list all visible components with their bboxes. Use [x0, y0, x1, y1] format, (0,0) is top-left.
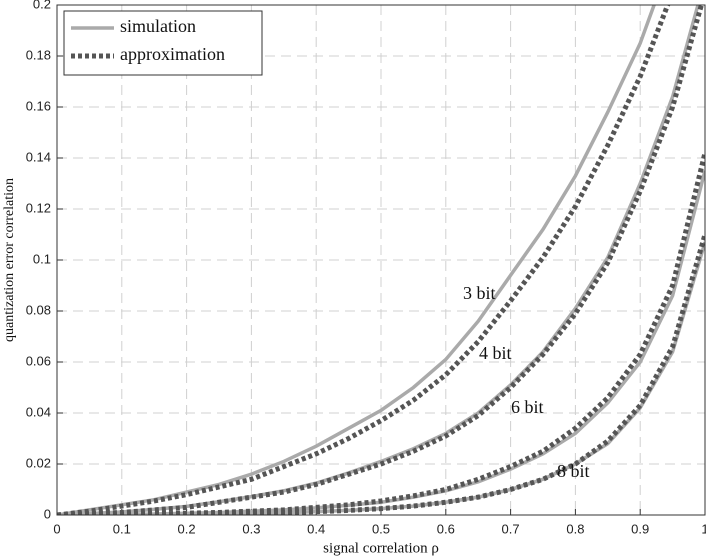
y-tick-label: 0.14	[26, 149, 51, 164]
y-tick-label: 0.2	[33, 0, 51, 11]
y-tick-label: 0.08	[26, 302, 51, 317]
labels: 0 0.1 0.2 0.3 0.4 0.5 0.6 0.7 0.8 0.9 1 0 0.02 0.04 0.…	[26, 0, 706, 536]
curve-label: 6 bit	[511, 397, 544, 417]
x-tick-label: 0.2	[178, 521, 196, 536]
x-tick-label: 0.1	[113, 521, 131, 536]
y-tick-label: 0.04	[26, 404, 51, 419]
legend-box	[63, 10, 263, 76]
x-tick-label: 0.8	[566, 521, 584, 536]
curve-line	[57, 5, 656, 515]
curve-label: 3 bit	[463, 283, 496, 303]
legend-label: simulation	[120, 16, 196, 36]
x-tick-label: 0.9	[631, 521, 649, 536]
x-tick-label: 0.6	[437, 521, 455, 536]
x-tick-label: 0.7	[502, 521, 520, 536]
legend-label: approximation	[120, 44, 225, 64]
y-tick-label: 0.02	[26, 455, 51, 470]
curve-line	[57, 5, 704, 515]
plot-frame	[56, 4, 706, 516]
x-tick-label: 0.5	[372, 521, 390, 536]
y-axis-label: quantization error correlation	[2, 178, 17, 342]
curve-label: 8 bit	[557, 461, 590, 481]
y-tick-label: 0.12	[26, 200, 51, 215]
x-tick-label: 0.3	[242, 521, 260, 536]
y-tick-label: 0.06	[26, 353, 51, 368]
x-axis-label: signal correlation ρ	[323, 540, 439, 556]
x-tick-label: 0	[53, 521, 60, 536]
y-tick-label: 0.16	[26, 98, 51, 113]
y-tick-label: 0	[44, 506, 51, 521]
curve-label: 4 bit	[479, 343, 512, 363]
x-tick-label: 0.4	[307, 521, 325, 536]
x-tick-label: 1	[701, 521, 706, 536]
y-tick-label: 0.18	[26, 47, 51, 62]
y-tick-label: 0.1	[33, 251, 51, 266]
